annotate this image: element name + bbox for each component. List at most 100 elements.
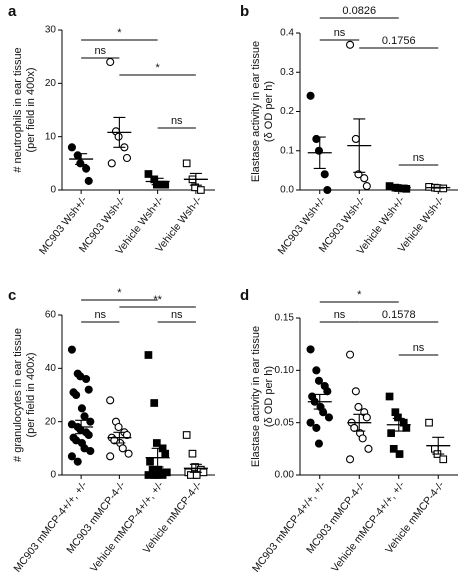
significance-label: ns — [334, 27, 346, 39]
y-tick-label: 0.4 — [280, 28, 294, 39]
data-point — [188, 449, 197, 458]
data-point — [84, 176, 93, 185]
y-tick-label: 20 — [45, 416, 57, 427]
x-tick-label: Vehicle mMCP-4+/+, +/- — [88, 479, 167, 575]
significance-label: ns — [413, 342, 425, 354]
significance-label: ns — [171, 309, 183, 321]
data-point — [320, 170, 329, 179]
x-tick-label: MC903 mMCP-4+/+, +/- — [11, 479, 90, 575]
sem-bar — [392, 186, 405, 189]
y-tick-label: 0.3 — [280, 67, 294, 78]
data-point — [306, 418, 315, 427]
sem-bar — [353, 118, 366, 173]
data-point — [82, 374, 91, 384]
data-point — [345, 455, 355, 464]
data-point — [360, 174, 369, 183]
data-point — [197, 186, 205, 194]
data-point — [312, 423, 321, 432]
data-point — [385, 392, 394, 401]
sem-bar — [189, 172, 202, 186]
data-point — [362, 182, 371, 191]
data-point — [312, 366, 321, 375]
panel-label: d — [240, 287, 249, 304]
y-axis-label: (δ OD per h) — [263, 81, 275, 142]
x-tick-label: MC903 mMCP-4+/+, +/- — [250, 479, 329, 575]
data-point — [324, 413, 334, 422]
data-point — [67, 345, 76, 354]
data-point — [67, 143, 76, 152]
sem-bar — [313, 393, 326, 410]
data-point — [394, 413, 402, 422]
data-point — [73, 457, 82, 466]
panel-label: c — [8, 287, 16, 304]
data-point — [67, 452, 76, 461]
data-point — [124, 449, 133, 458]
panel-label: a — [8, 3, 17, 20]
sem-bar — [313, 136, 326, 169]
data-point — [402, 424, 411, 432]
y-tick-label: 0.2 — [280, 106, 294, 117]
data-point — [345, 40, 355, 49]
panel: b 0.0 0.1 0.2 0.3 0.4 Elastase activity in ear… — [240, 3, 458, 257]
data-point — [351, 387, 360, 396]
data-point — [73, 151, 82, 160]
significance-label: * — [357, 289, 362, 301]
data-point — [314, 439, 324, 448]
y-tick-label: 0 — [50, 470, 56, 481]
panel: d 0.00 0.05 0.10 0.15 Elastase activity in ea… — [240, 287, 458, 575]
data-point — [152, 439, 161, 447]
y-axis-label: # neutrophils in ear tissue — [12, 47, 24, 172]
y-tick-label: 60 — [45, 310, 57, 321]
data-point — [439, 455, 448, 464]
data-point — [114, 132, 123, 141]
significance-label: * — [117, 27, 122, 39]
data-point — [161, 449, 170, 458]
sem-bar — [392, 417, 405, 432]
data-point — [114, 422, 123, 432]
data-point — [106, 396, 115, 405]
sem-bar — [353, 413, 366, 432]
data-point — [306, 345, 315, 354]
y-tick-label: 10 — [45, 131, 57, 142]
panel: c 0 20 40 60 # granulocytes in ear tissue (per… — [8, 287, 215, 575]
data-point — [106, 57, 115, 67]
data-point — [314, 376, 324, 385]
significance-label: 0.1756 — [382, 35, 416, 47]
sem-bar — [151, 447, 164, 468]
y-tick-label: 0.05 — [275, 417, 295, 428]
data-point — [345, 350, 355, 359]
data-point — [362, 413, 371, 422]
data-point — [106, 452, 115, 461]
data-point — [306, 91, 315, 100]
data-point — [80, 412, 89, 421]
significance-label: ns — [413, 152, 425, 164]
data-point — [144, 351, 153, 359]
significance-label: * — [117, 287, 122, 299]
data-point — [319, 408, 328, 417]
sem-bar — [432, 186, 445, 189]
y-tick-label: 0.00 — [275, 470, 295, 481]
sem-bar — [113, 116, 126, 148]
y-axis-label: Elastase activity in ear tissue — [250, 41, 262, 182]
significance-label: ns — [171, 115, 183, 127]
data-point — [182, 431, 191, 439]
y-tick-label: 0.1 — [280, 145, 294, 156]
data-point — [323, 185, 332, 195]
data-point — [389, 444, 398, 453]
y-tick-label: 0.0 — [280, 185, 294, 196]
x-tick-label: Vehicle mMCP-4+/+, +/- — [329, 479, 408, 575]
data-point — [84, 430, 93, 440]
y-tick-label: 20 — [45, 78, 57, 89]
data-point — [72, 390, 81, 400]
sem-bar — [113, 431, 126, 444]
significance-label: ns — [94, 309, 106, 321]
data-point — [77, 404, 86, 413]
y-axis-label: Elastase activity in ear tissue — [250, 326, 262, 467]
y-tick-label: 30 — [45, 25, 57, 36]
sem-bar — [75, 419, 88, 435]
y-tick-label: 40 — [45, 363, 57, 374]
data-point — [351, 134, 360, 144]
data-point — [425, 418, 433, 427]
sem-bar — [432, 436, 445, 455]
